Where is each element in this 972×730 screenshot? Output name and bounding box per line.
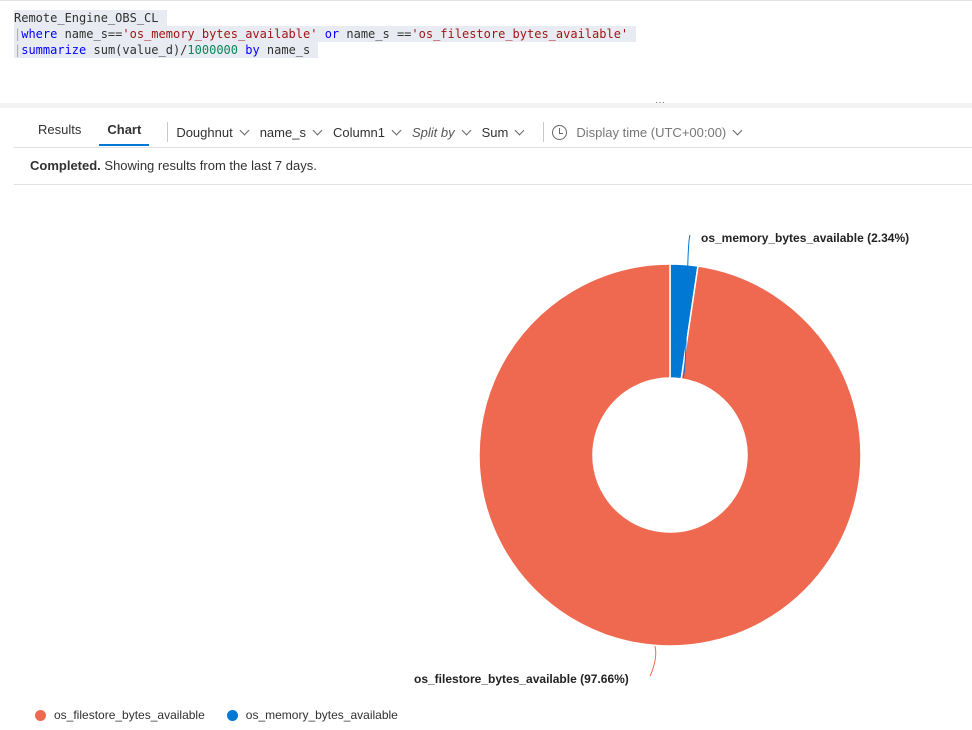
divider	[14, 147, 972, 148]
slice-os_filestore_bytes_available[interactable]	[478, 263, 862, 647]
legend-label: os_filestore_bytes_available	[54, 708, 205, 722]
chart-type-value: Doughnut	[176, 124, 233, 140]
chevron-down-icon	[732, 125, 743, 135]
query-editor[interactable]: Remote_Engine_OBS_CL |where name_s=='os_…	[0, 0, 972, 104]
legend-dot	[226, 709, 238, 721]
status-message: Completed. Showing results from the last…	[30, 158, 317, 173]
divider	[167, 122, 169, 142]
slice-label-memory: os_memory_bytes_available (2.34%)	[701, 231, 909, 245]
chevron-down-icon	[514, 125, 525, 135]
y-column-dropdown[interactable]: Column1	[332, 124, 402, 140]
chevron-down-icon	[461, 125, 472, 135]
status-text: Showing results from the last 7 days.	[100, 158, 317, 173]
display-time-value: Display time (UTC+00:00)	[576, 124, 727, 140]
y-column-value: Column1	[332, 124, 385, 140]
tab-results[interactable]: Results	[38, 122, 82, 137]
leader-line-memory	[682, 234, 691, 379]
divider	[14, 184, 972, 185]
chevron-down-icon	[239, 125, 250, 135]
x-column-value: name_s	[259, 124, 306, 140]
split-by-dropdown[interactable]: Split by	[411, 124, 472, 140]
divider	[543, 122, 545, 142]
chart-type-dropdown[interactable]: Doughnut	[176, 124, 250, 140]
legend-label: os_memory_bytes_available	[245, 708, 398, 722]
x-column-dropdown[interactable]: name_s	[259, 124, 323, 140]
pane-splitter[interactable]	[0, 103, 972, 108]
display-time-dropdown[interactable]: Display time (UTC+00:00)	[552, 124, 743, 140]
results-toolbar: Results Chart Doughnut name_s Column1 Sp…	[30, 118, 753, 146]
tab-chart[interactable]: Chart	[99, 118, 150, 146]
status-bold: Completed.	[30, 158, 101, 173]
chevron-down-icon	[391, 125, 402, 135]
legend-item-filestore[interactable]: os_filestore_bytes_available	[35, 708, 205, 722]
query-line-1: Remote_Engine_OBS_CL	[14, 10, 167, 26]
query-line-3: |summarize sum(value_d)/1000000 by name_…	[14, 42, 319, 58]
query-line-2: |where name_s=='os_memory_bytes_availabl…	[14, 26, 637, 42]
aggregation-value: Sum	[481, 124, 509, 140]
aggregation-dropdown[interactable]: Sum	[481, 124, 525, 140]
split-by-placeholder: Split by	[411, 124, 455, 140]
legend-dot	[35, 709, 46, 721]
legend-item-memory[interactable]: os_memory_bytes_available	[226, 708, 398, 722]
chart-legend: os_filestore_bytes_available os_memory_b…	[35, 708, 420, 722]
leader-line-filestore	[649, 645, 657, 677]
splitter-handle-icon[interactable]: ···	[655, 97, 665, 108]
chevron-down-icon	[312, 125, 323, 135]
clock-icon	[552, 124, 568, 140]
doughnut-chart: os_memory_bytes_available (2.34%) os_fil…	[414, 231, 909, 686]
slice-label-filestore: os_filestore_bytes_available (97.66%)	[414, 672, 629, 686]
